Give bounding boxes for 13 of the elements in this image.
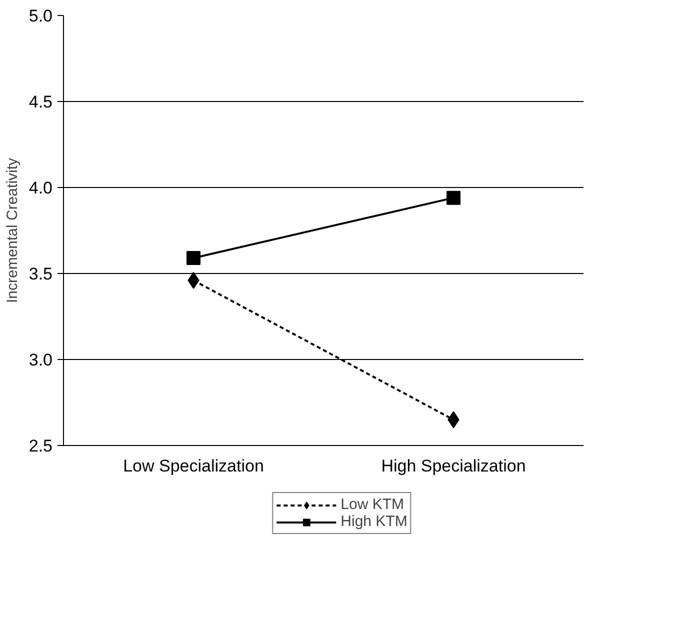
y-tick-label: 4.5 [28,92,53,112]
legend-label: Low KTM [340,496,404,513]
y-tick-label: 5.0 [28,6,53,26]
x-tick-label: Low Specialization [123,456,264,476]
y-tick-label: 3.0 [28,350,53,370]
legend-label: High KTM [340,513,408,530]
x-tick-label: High Specialization [381,456,526,476]
y-axis-title: Incremental Creativity [4,157,21,304]
point [186,251,200,266]
y-tick-label: 4.0 [28,178,53,198]
point [446,190,460,205]
y-tick-label: 2.5 [28,436,53,456]
y-tick-label: 3.5 [28,264,53,284]
